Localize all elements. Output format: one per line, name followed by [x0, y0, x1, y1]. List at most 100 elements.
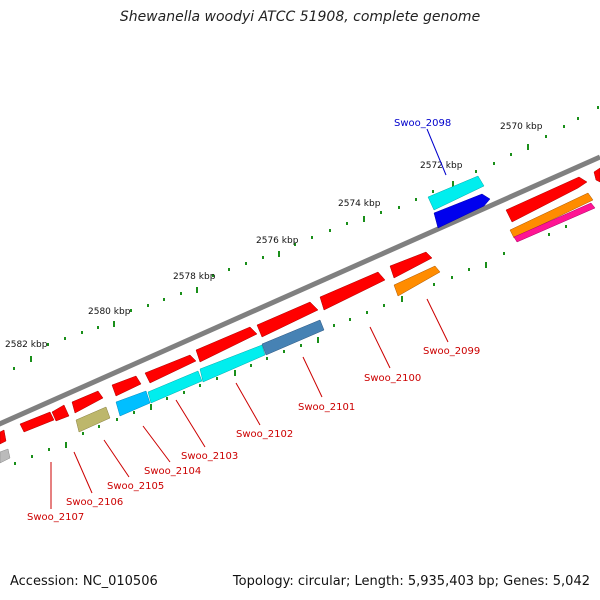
tick: [47, 343, 49, 346]
tick: [180, 292, 182, 295]
scale-ticks: [13, 106, 599, 465]
gene-feature[interactable]: [75, 406, 111, 433]
tick: [398, 206, 400, 209]
tick: [452, 181, 454, 187]
gene-feature[interactable]: [199, 344, 266, 383]
gene-feature[interactable]: [111, 375, 142, 397]
tick: [278, 251, 280, 257]
tick: [113, 321, 115, 327]
tick: [294, 243, 296, 246]
tick: [300, 344, 302, 347]
tick: [133, 411, 135, 414]
tick: [329, 229, 331, 232]
gene-feature[interactable]: [115, 390, 151, 417]
tick: [150, 404, 152, 410]
tick: [545, 135, 547, 138]
gene-feature[interactable]: [147, 370, 203, 404]
gene-feature[interactable]: [513, 202, 596, 243]
tick: [415, 198, 417, 201]
gene-feature[interactable]: [144, 354, 197, 384]
tick: [48, 448, 50, 451]
tick: [30, 356, 32, 362]
gene-feature[interactable]: [0, 429, 7, 445]
tick: [212, 274, 214, 277]
tick: [130, 309, 132, 312]
gene-feature[interactable]: [393, 265, 441, 297]
scale-label-2582: 2582 kbp: [5, 340, 48, 350]
gene-label-swoo-2106[interactable]: Swoo_2106: [66, 497, 123, 508]
tick: [82, 432, 84, 435]
gene-feature[interactable]: [319, 271, 386, 311]
gene-label-swoo-2098[interactable]: Swoo_2098: [394, 118, 451, 129]
gene-feature[interactable]: [433, 193, 491, 229]
tick: [383, 304, 385, 307]
gene-feature[interactable]: [256, 301, 319, 338]
tick: [166, 397, 168, 400]
gene-feature[interactable]: [19, 411, 55, 433]
gene-feature[interactable]: [505, 176, 588, 223]
gene-label-swoo-2100[interactable]: Swoo_2100: [364, 373, 421, 384]
tick: [563, 125, 565, 128]
gene-label-swoo-2104[interactable]: Swoo_2104: [144, 466, 201, 477]
tick: [548, 233, 550, 236]
gene-label-swoo-2099[interactable]: Swoo_2099: [423, 346, 480, 357]
gene-label-swoo-2102[interactable]: Swoo_2102: [236, 429, 293, 440]
gene-label-swoo-2101[interactable]: Swoo_2101: [298, 402, 355, 413]
tick: [493, 162, 495, 165]
gene-leader-lines: [50, 128, 449, 509]
tick: [116, 418, 118, 421]
accession-text: Accession: NC_010506: [10, 574, 158, 589]
tick: [262, 256, 264, 259]
gene-feature[interactable]: [51, 404, 70, 422]
tick: [31, 455, 33, 458]
leader-line: [103, 439, 130, 478]
gene-feature[interactable]: [389, 251, 433, 279]
tick: [234, 370, 236, 376]
tick: [510, 153, 512, 156]
tick: [13, 367, 15, 370]
gene-feature[interactable]: [427, 175, 485, 211]
gene-feature[interactable]: [509, 192, 594, 239]
genome-backbone: [0, 154, 600, 427]
tick: [183, 391, 185, 394]
leader-line: [142, 425, 171, 463]
tick: [147, 304, 149, 307]
gene-label-swoo-2107[interactable]: Swoo_2107: [27, 512, 84, 523]
gene-label-swoo-2103[interactable]: Swoo_2103: [181, 451, 238, 462]
tick: [565, 225, 567, 228]
tick: [64, 337, 66, 340]
tick: [317, 337, 319, 343]
tick: [245, 262, 247, 265]
tick: [432, 190, 434, 193]
tick: [283, 350, 285, 353]
gene-feature[interactable]: [261, 319, 325, 356]
tick: [98, 425, 100, 428]
forward-strand-features: [0, 167, 600, 464]
tick: [597, 106, 599, 109]
gene-feature[interactable]: [593, 167, 600, 183]
scale-label-2570: 2570 kbp: [500, 122, 543, 132]
tick: [228, 268, 230, 271]
map-title: Shewanella woodyi ATCC 51908, complete g…: [119, 9, 481, 25]
tick: [163, 298, 165, 301]
tick: [266, 357, 268, 360]
tick: [363, 216, 365, 222]
tick: [333, 324, 335, 327]
leader-line: [302, 356, 323, 398]
tick: [65, 442, 67, 448]
tick: [311, 236, 313, 239]
leader-line: [369, 326, 391, 369]
gene-feature[interactable]: [195, 326, 258, 363]
gene-label-swoo-2105[interactable]: Swoo_2105: [107, 481, 164, 492]
tick: [527, 144, 529, 150]
gene-labels: Swoo_2098 Swoo_2099 Swoo_2100 Swoo_2101 …: [27, 118, 480, 523]
gene-feature[interactable]: [71, 390, 104, 414]
tick: [503, 252, 505, 255]
leader-line: [426, 298, 449, 343]
leader-line: [73, 451, 93, 494]
tick: [577, 117, 579, 120]
gene-feature[interactable]: [0, 448, 11, 464]
tick: [216, 377, 218, 380]
leader-line: [426, 128, 447, 176]
